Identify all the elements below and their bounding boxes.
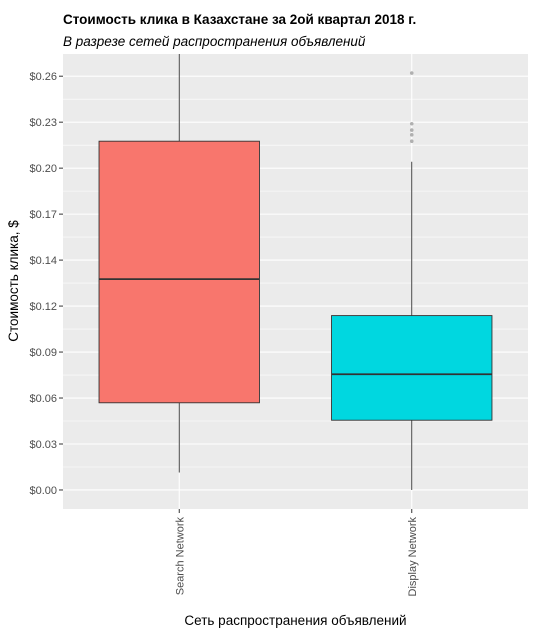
outlier-point: [409, 121, 414, 126]
y-tick-label: $0.06: [29, 393, 57, 405]
x-tick-label: Display Network: [407, 517, 419, 597]
y-axis-ticks: $0.00 $0.03 $0.06 $0.09 $0.12 $0.14 $0.17 $0.20…: [29, 71, 63, 497]
y-tick-label: $0.09: [29, 347, 57, 359]
box-iqr: [98, 140, 260, 404]
outlier-point: [409, 128, 414, 132]
y-tick-label: $0.12: [29, 301, 57, 313]
box-display-network: [331, 71, 493, 490]
y-tick-label: $0.26: [29, 71, 57, 83]
y-axis-label: Стоимость клика, $: [6, 220, 21, 342]
y-tick-label: $0.20: [29, 163, 57, 175]
x-axis-label: Сеть распространения объявлений: [184, 613, 406, 628]
outlier-point: [409, 139, 414, 143]
y-tick-label: $0.17: [29, 209, 57, 221]
boxes: [98, 54, 493, 490]
outlier-point: [409, 71, 414, 75]
y-tick-label: $0.14: [29, 255, 57, 267]
y-tick-label: $0.03: [29, 439, 57, 451]
box-iqr: [331, 315, 493, 421]
x-axis-ticks: Search Network Display Network: [174, 509, 419, 596]
chart-title: Стоимость клика в Казахстане за 2ой квар…: [63, 12, 416, 27]
box-search-network: [98, 54, 260, 473]
outlier-point: [409, 133, 414, 137]
y-tick-label: $0.23: [29, 117, 57, 129]
y-tick-label: $0.00: [29, 485, 57, 497]
x-tick-label: Search Network: [174, 517, 186, 596]
chart-subtitle: В разрезе сетей распространения объявлен…: [63, 34, 366, 49]
